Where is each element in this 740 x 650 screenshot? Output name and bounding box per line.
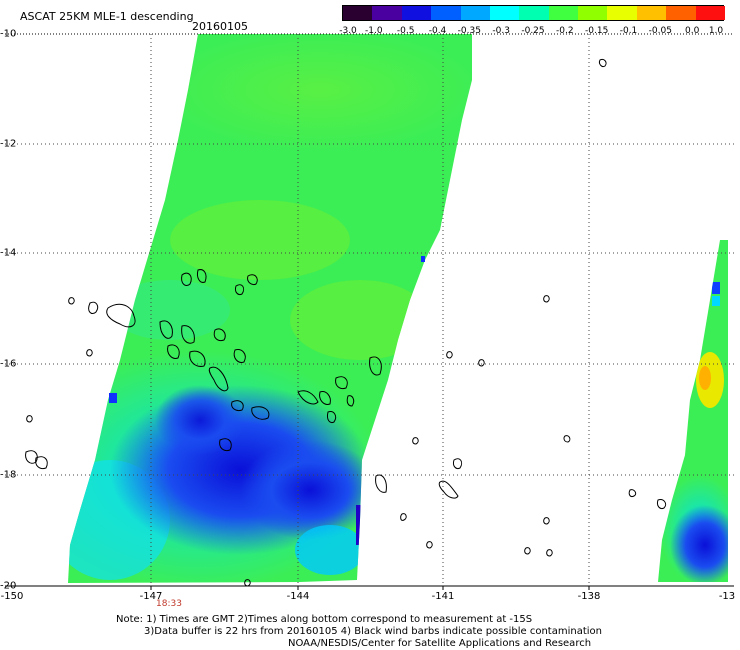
x-label: -150: [0, 591, 24, 602]
pixel-blue: [109, 393, 117, 403]
colorbar-swatch: [695, 6, 726, 20]
x-label: -141: [431, 591, 455, 602]
colorbar-swatch: [460, 6, 491, 20]
colorbar-swatch: [636, 6, 667, 20]
y-label: -18: [0, 469, 17, 481]
y-label: -14: [0, 247, 17, 259]
colorbar-swatch: [343, 6, 373, 20]
y-label: -10: [0, 28, 17, 40]
colorbar-label: -0.15: [585, 26, 609, 36]
y-label: -16: [0, 358, 17, 370]
colorbar-label: -0.2: [556, 26, 574, 36]
colorbar-label: -0.4: [428, 26, 447, 36]
colorbar-swatch: [489, 6, 520, 20]
note-line-3: NOAA/NESDIS/Center for Satellite Applica…: [288, 638, 592, 649]
colorbar-swatch: [548, 6, 579, 20]
note-line-1: Note: 1) Times are GMT 2)Times along bot…: [116, 614, 533, 625]
colorbar-swatch: [666, 6, 697, 20]
product-date: 20160105: [192, 20, 248, 33]
time-label: 18:33: [156, 599, 182, 609]
colorbar-label: -1.0: [365, 26, 383, 36]
colorbar-swatch: [578, 6, 608, 20]
colorbar-label: -0.5: [396, 26, 415, 36]
x-label: -144: [286, 591, 310, 602]
colorbar-label: -0.35: [457, 26, 481, 36]
map-frame: [5, 33, 734, 590]
colorbar-label: -0.1: [619, 26, 638, 36]
colorbar-label: -3.0: [339, 26, 357, 36]
y-label: -12: [0, 138, 17, 150]
colorbar-swatch: [401, 6, 432, 20]
colorbar-swatch: [431, 6, 462, 20]
note-line-2: 3)Data buffer is 22 hrs from 20160105 4)…: [144, 626, 602, 637]
pixel-blue-2: [421, 256, 425, 262]
colorbar-swatch: [519, 6, 550, 20]
colorbar-label: 1.0: [708, 26, 724, 36]
data-swath-right: [658, 240, 728, 582]
colorbar-swatch: [372, 6, 403, 20]
x-label: -13: [718, 591, 736, 602]
data-swath-main: [68, 34, 472, 583]
x-label: -147: [139, 591, 163, 602]
island-outlines: [25, 59, 667, 587]
colorbar-label: -0.25: [521, 26, 545, 36]
x-label: -138: [577, 591, 601, 602]
y-label: -20: [0, 580, 17, 592]
colorbar-label: -0.3: [492, 26, 510, 36]
colorbar: [342, 5, 726, 21]
colorbar-label: -0.05: [648, 26, 672, 36]
product-title: ASCAT 25KM MLE-1 descending: [20, 10, 194, 23]
colorbar-label: 0.0: [684, 26, 700, 36]
colorbar-swatch: [607, 6, 638, 20]
